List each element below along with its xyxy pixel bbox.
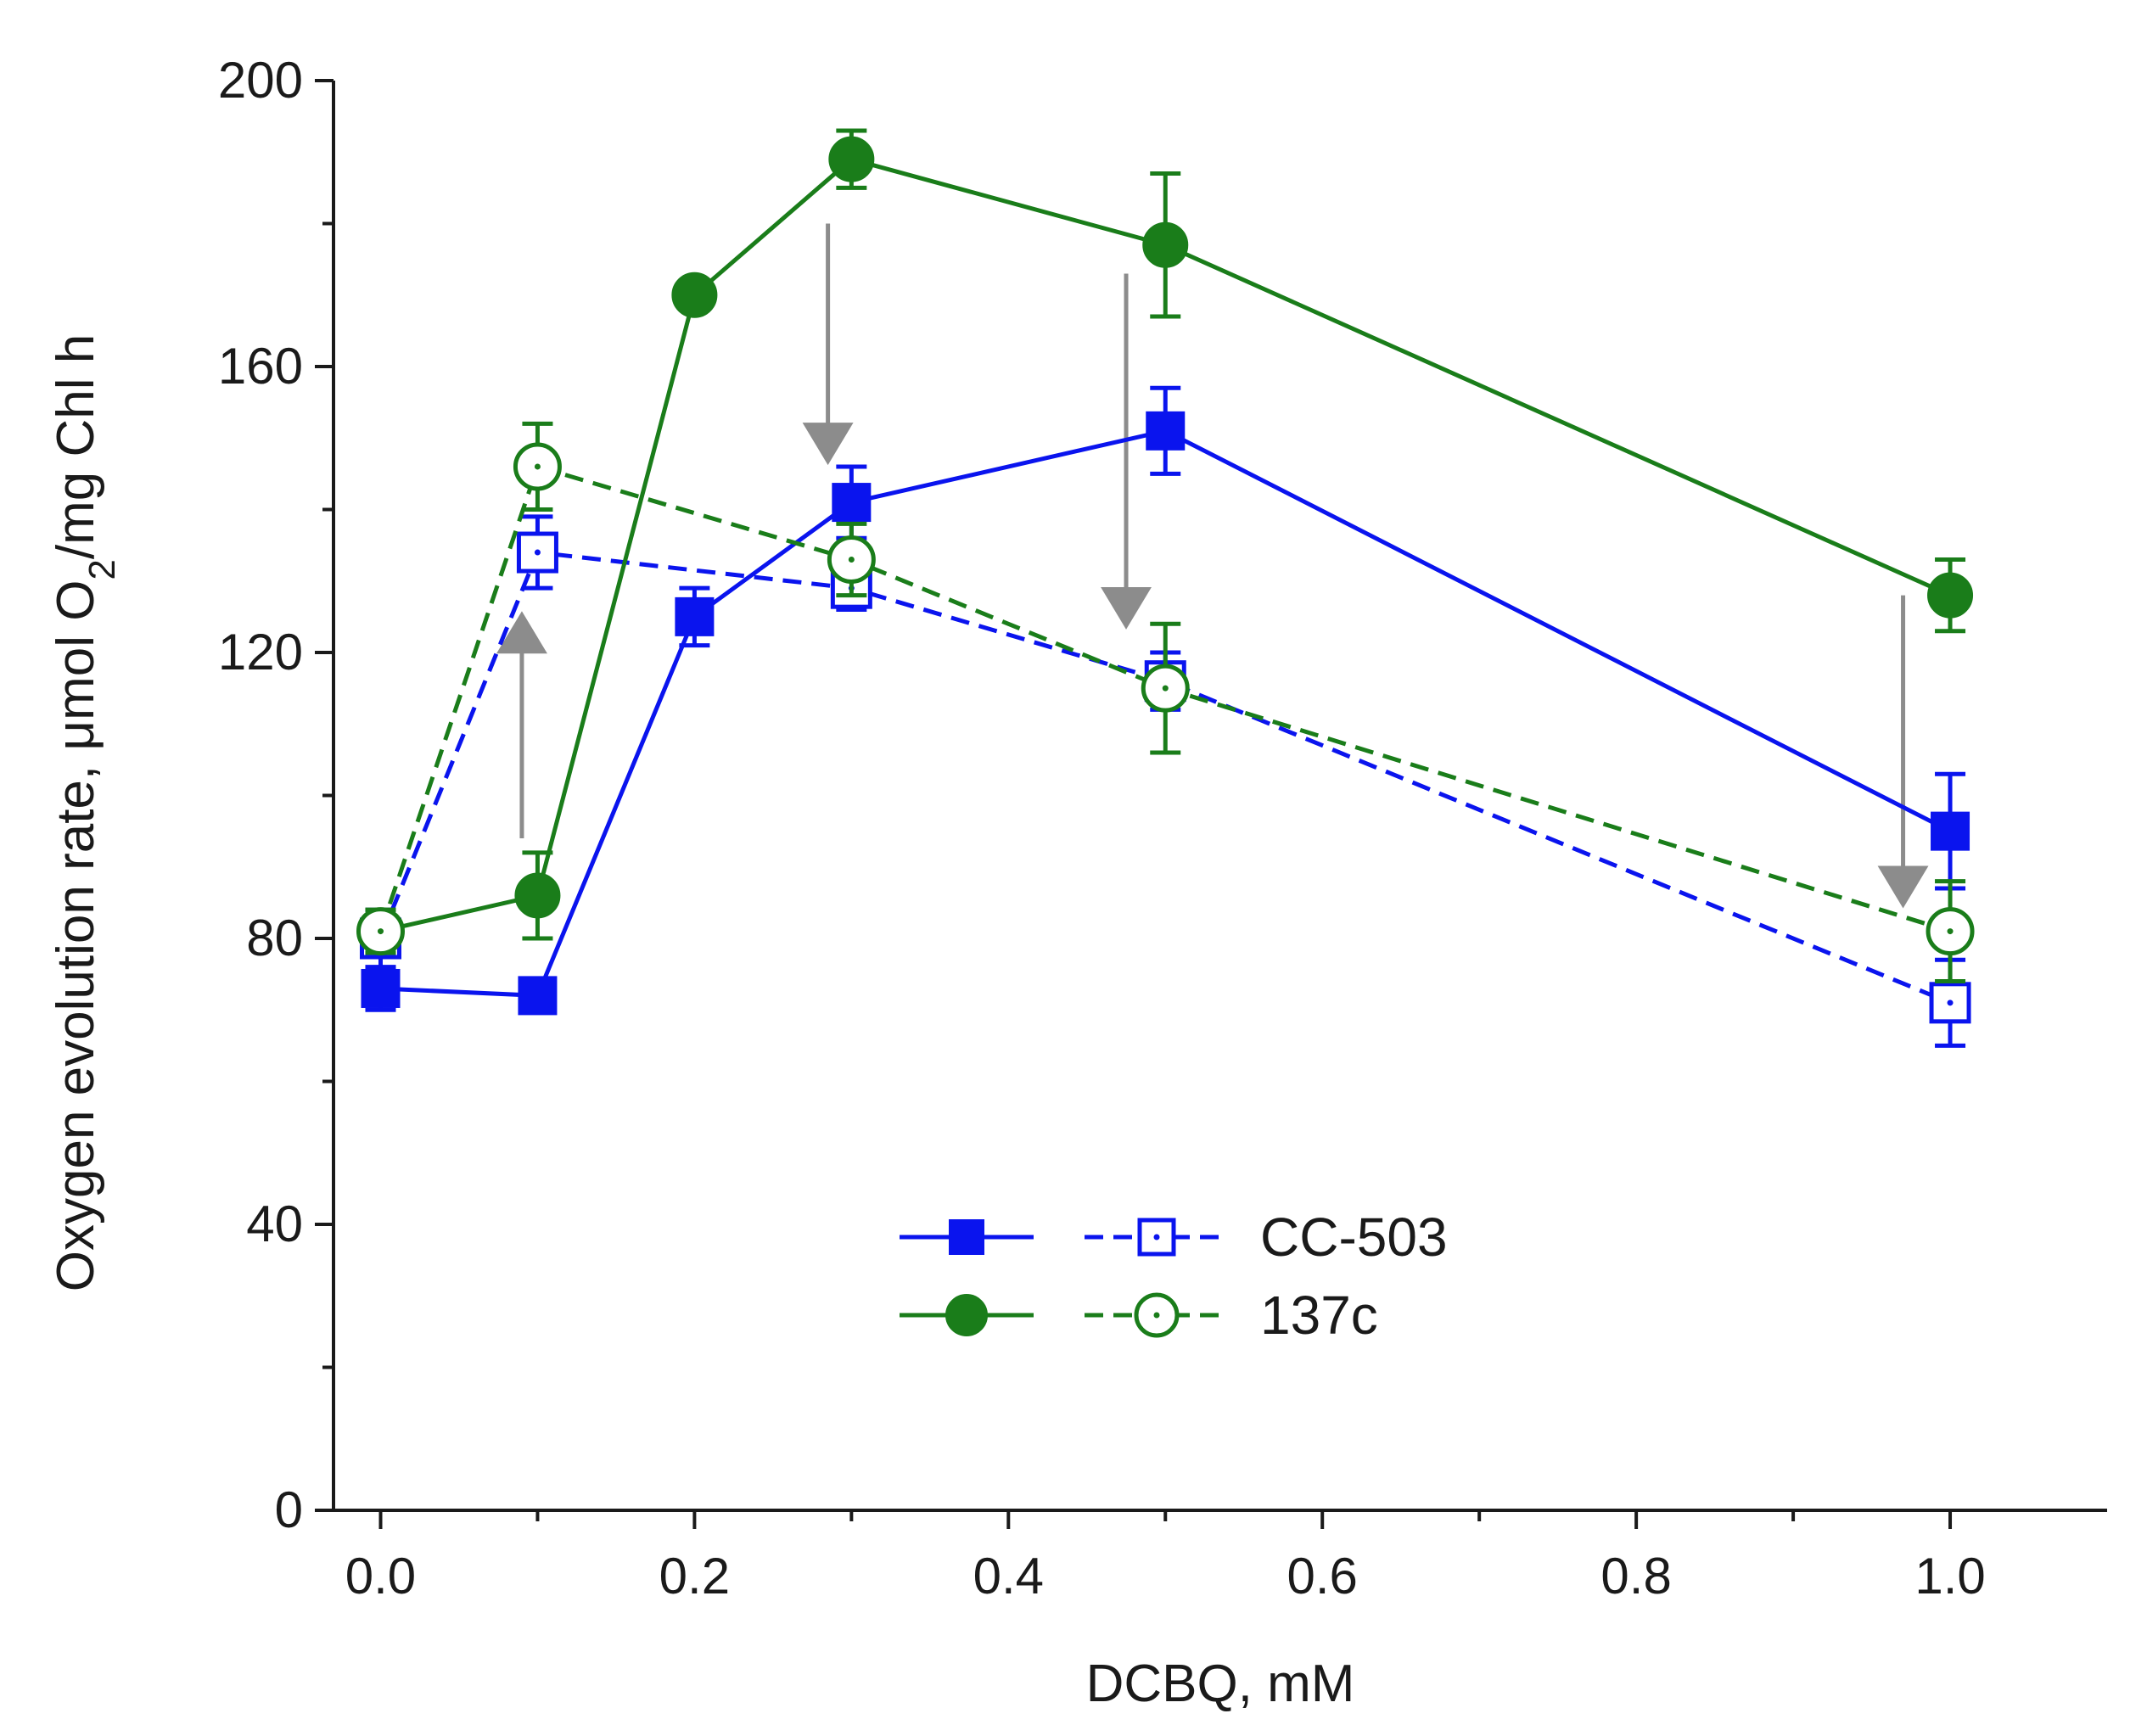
data-point-shape bbox=[361, 968, 401, 1008]
y-tick-label: 0 bbox=[275, 1481, 303, 1538]
data-point bbox=[518, 976, 558, 1016]
series-line bbox=[379, 156, 1952, 934]
series-1 bbox=[359, 514, 1971, 1048]
data-point-center-dot bbox=[377, 928, 384, 935]
legend-label: CC-503 bbox=[1260, 1207, 1448, 1268]
y-tick-label: 40 bbox=[246, 1196, 303, 1252]
data-point bbox=[1927, 572, 1974, 619]
data-point bbox=[1146, 411, 1186, 451]
legend-filled-marker-shape bbox=[945, 1294, 988, 1336]
legend-filled-marker bbox=[945, 1294, 988, 1336]
data-point-shape bbox=[671, 272, 718, 318]
x-tick-label: 0.2 bbox=[659, 1548, 730, 1604]
series-line bbox=[378, 550, 1951, 1005]
series-3 bbox=[356, 421, 1975, 984]
data-point-center-dot bbox=[1162, 685, 1169, 692]
legend-open-marker bbox=[1137, 1218, 1176, 1257]
y-axis-title-subscript: 2 bbox=[81, 559, 123, 580]
data-point bbox=[1141, 664, 1190, 713]
x-axis-title: DCBQ, mM bbox=[1086, 1655, 1355, 1713]
data-point-shape bbox=[518, 976, 558, 1016]
legend-filled-marker bbox=[949, 1219, 984, 1255]
legend-open-marker-center-dot bbox=[1153, 1234, 1160, 1240]
legend-label: 137c bbox=[1260, 1285, 1378, 1346]
data-point-shape bbox=[1931, 811, 1970, 851]
x-tick-label: 0.4 bbox=[973, 1548, 1044, 1604]
legend-entry-1: 137c bbox=[900, 1285, 1378, 1346]
data-point bbox=[832, 483, 872, 523]
legend-layer: CC-503 137c bbox=[900, 1207, 1448, 1346]
x-tick-label: 0.8 bbox=[1600, 1548, 1671, 1604]
x-tick-label: 0.6 bbox=[1287, 1548, 1358, 1604]
data-point bbox=[1929, 982, 1971, 1024]
axes-layer: 0 40 80 120 160 200 0.0 0.2 0.4 0.6 0.8 1.0 bbox=[218, 52, 2107, 1604]
series-layer bbox=[356, 128, 1975, 1048]
data-point bbox=[1142, 221, 1189, 268]
legend-open-marker-center-dot bbox=[1153, 1312, 1160, 1319]
data-point-shape bbox=[514, 872, 561, 919]
data-point bbox=[513, 442, 562, 491]
data-point bbox=[361, 968, 401, 1008]
x-tick-label: 1.0 bbox=[1914, 1548, 1985, 1604]
data-point bbox=[516, 531, 558, 574]
series-2 bbox=[357, 128, 1974, 955]
data-point bbox=[671, 272, 718, 318]
data-point bbox=[1926, 907, 1975, 956]
data-point bbox=[675, 596, 715, 636]
y-tick-label: 120 bbox=[218, 624, 303, 680]
data-point bbox=[1931, 811, 1970, 851]
y-tick-label: 200 bbox=[218, 52, 303, 109]
data-point-center-dot bbox=[534, 463, 541, 470]
data-point-shape bbox=[1142, 221, 1189, 268]
data-point bbox=[356, 907, 405, 956]
y-axis-title-prefix: Oxygen evolution rate, μmol O bbox=[47, 580, 105, 1292]
data-point-center-dot bbox=[1947, 928, 1954, 935]
series-line bbox=[380, 428, 1952, 998]
annotation-layer bbox=[496, 223, 1929, 909]
data-point-shape bbox=[832, 483, 872, 523]
y-axis-title: Oxygen evolution rate, μmol O2/mg Chl h bbox=[47, 334, 123, 1291]
y-tick-label: 160 bbox=[218, 338, 303, 395]
data-point-center-dot bbox=[534, 549, 541, 556]
legend-open-marker bbox=[1134, 1292, 1180, 1338]
data-point bbox=[514, 872, 561, 919]
data-point-shape bbox=[1146, 411, 1186, 451]
data-point-shape bbox=[675, 596, 715, 636]
data-point-center-dot bbox=[1947, 1000, 1954, 1006]
data-point-shape bbox=[1927, 572, 1974, 619]
y-tick-label: 80 bbox=[246, 910, 303, 966]
data-point-shape bbox=[828, 136, 875, 182]
data-point bbox=[827, 535, 876, 584]
x-tick-label: 0.0 bbox=[345, 1548, 416, 1604]
data-point bbox=[828, 136, 875, 182]
legend-filled-marker-shape bbox=[949, 1219, 984, 1255]
legend-entry-0: CC-503 bbox=[900, 1207, 1448, 1268]
data-point-center-dot bbox=[848, 556, 855, 563]
y-axis-title-suffix: /mg Chl h bbox=[47, 334, 105, 559]
series-0 bbox=[361, 385, 1970, 1016]
